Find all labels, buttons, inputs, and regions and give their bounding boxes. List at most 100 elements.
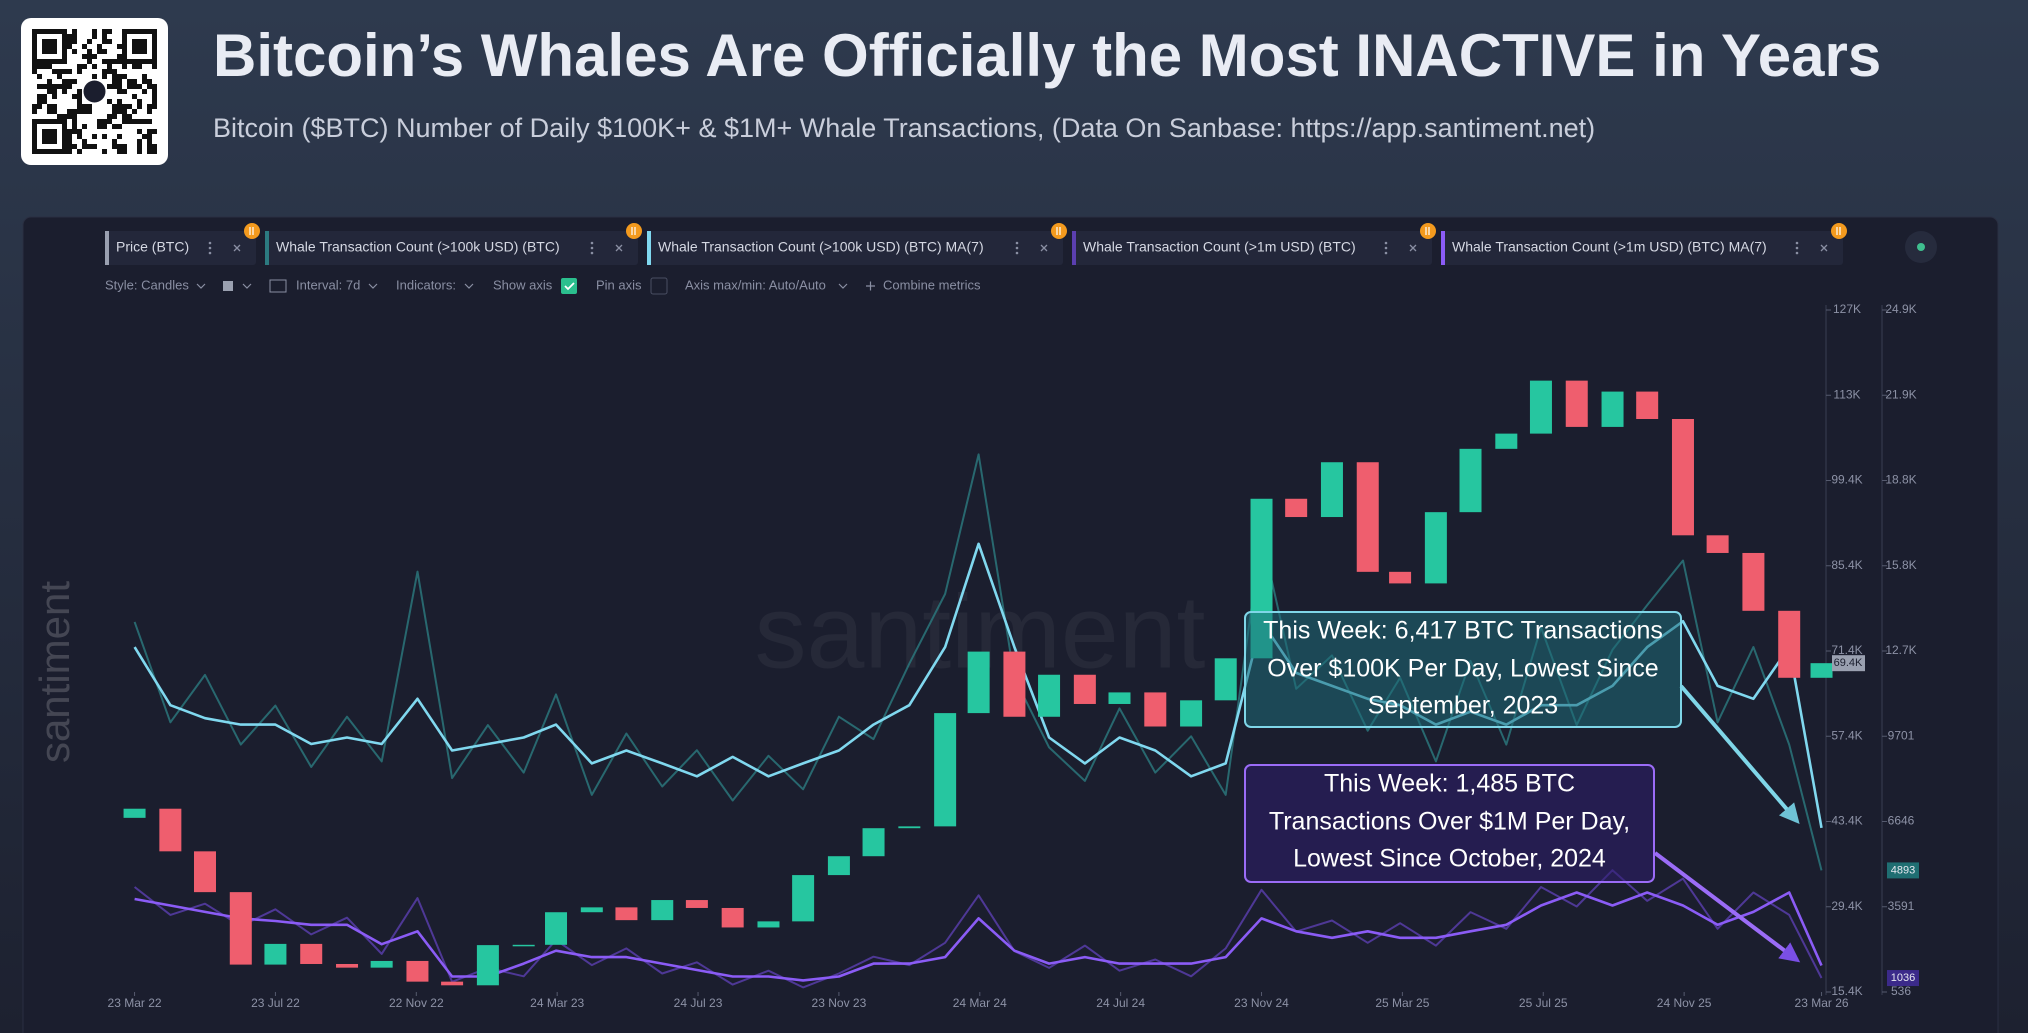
qr-module	[137, 64, 142, 69]
qr-module	[62, 139, 67, 144]
qr-module	[112, 144, 117, 149]
tab-badge	[244, 223, 260, 239]
qr-module	[147, 59, 152, 64]
metric-tab[interactable]	[105, 231, 256, 265]
qr-module	[112, 59, 117, 64]
qr-module	[62, 44, 67, 49]
candle	[545, 912, 568, 945]
qr-module	[37, 74, 42, 79]
qr-module	[57, 74, 62, 79]
qr-module	[47, 104, 52, 109]
qr-module	[67, 34, 72, 39]
qr-module	[117, 89, 122, 94]
x-tick-label: 25 Mar 25	[1375, 996, 1429, 1010]
qr-module	[137, 44, 142, 49]
qr-module	[32, 139, 37, 144]
qr-module	[132, 119, 137, 124]
qr-module	[142, 59, 147, 64]
toolbar-show-axis[interactable]: Show axis	[493, 277, 553, 292]
qr-module	[132, 59, 137, 64]
candle	[1003, 651, 1026, 717]
tab-close[interactable]	[233, 244, 241, 252]
qr-module	[102, 124, 107, 129]
qr-module	[72, 114, 77, 119]
qr-module	[147, 79, 152, 84]
toolbar-indicators[interactable]: Indicators:	[396, 277, 456, 292]
qr-module	[152, 29, 157, 34]
toolbar-axis-range[interactable]: Axis max/min: Auto/Auto	[685, 277, 826, 292]
toolbar-style[interactable]: Style: Candles	[105, 277, 189, 292]
qr-module	[152, 99, 157, 104]
qr-module	[42, 39, 47, 44]
toolbar-interval[interactable]: Interval: 7d	[296, 277, 360, 292]
qr-modules	[32, 29, 157, 154]
tab-badge	[626, 223, 642, 239]
metric-tab[interactable]	[265, 231, 638, 265]
candle	[300, 943, 323, 964]
metric-tab[interactable]	[1441, 231, 1843, 265]
chevron	[242, 283, 252, 289]
qr-module	[152, 34, 157, 39]
tab-close[interactable]	[1040, 244, 1048, 252]
qr-module	[117, 134, 122, 139]
metric-tab-color	[647, 231, 651, 265]
qr-module	[122, 149, 127, 154]
qr-module	[62, 149, 67, 154]
x-tick-label: 24 Jul 24	[1096, 996, 1145, 1010]
status-dot	[1917, 243, 1925, 251]
y-tick-label: 113K	[1833, 387, 1860, 401]
qr-module	[87, 109, 92, 114]
qr-module	[117, 54, 122, 59]
qr-module	[37, 94, 42, 99]
qr-module	[47, 119, 52, 124]
qr-module	[47, 29, 52, 34]
y-tick-label: 99.4K	[1831, 473, 1862, 487]
qr-module	[42, 44, 47, 49]
title: Bitcoin’s Whales Are Officially the Most…	[213, 22, 1881, 89]
qr-module	[72, 29, 77, 34]
tab-close[interactable]	[1820, 244, 1828, 252]
x-tick-label: 24 Jul 23	[674, 996, 723, 1010]
qr-module	[142, 49, 147, 54]
checkbox[interactable]	[650, 277, 668, 295]
qr-module	[87, 49, 92, 54]
annotation-text: Transactions Over $1M Per Day,	[1269, 808, 1630, 836]
candle	[1180, 700, 1203, 727]
qr-module	[37, 119, 42, 124]
qr-module	[57, 119, 62, 124]
annotation-text: This Week: 1,485 BTC	[1324, 770, 1575, 798]
qr-module	[117, 109, 122, 114]
toolbar-pin-axis[interactable]: Pin axis	[596, 277, 642, 292]
metric-tab[interactable]	[647, 231, 1063, 265]
annotation-text: September, 2023	[1368, 692, 1558, 720]
tab-close[interactable]	[1409, 244, 1417, 252]
x-tick-label: 23 Mar 26	[1795, 996, 1849, 1010]
qr-module	[152, 49, 157, 54]
metric-tab[interactable]	[1072, 231, 1432, 265]
checkbox-checked[interactable]	[561, 278, 577, 294]
qr-module	[82, 139, 87, 144]
qr-module	[42, 64, 47, 69]
qr-module	[77, 94, 82, 99]
qr-module	[62, 39, 67, 44]
interval-icon[interactable]	[269, 279, 287, 293]
qr-module	[77, 149, 82, 154]
qr-module	[42, 134, 47, 139]
qr-module	[52, 29, 57, 34]
qr-module	[77, 134, 82, 139]
qr-module	[77, 69, 82, 74]
qr-module	[122, 64, 127, 69]
toolbar-combine[interactable]: Combine metrics	[883, 277, 981, 292]
qr-module	[132, 64, 137, 69]
qr-module	[107, 59, 112, 64]
chevron	[368, 283, 378, 289]
tab-menu-dot	[590, 241, 594, 245]
qr-module	[37, 149, 42, 154]
color-swatch[interactable]	[223, 281, 233, 291]
candle	[1671, 418, 1694, 536]
qr-module	[87, 59, 92, 64]
qr-module	[62, 59, 67, 64]
metric-tabs: Price (BTC) Whale Transaction Count (>100…	[105, 223, 1847, 265]
qr-module	[32, 149, 37, 154]
tab-close[interactable]	[615, 244, 623, 252]
